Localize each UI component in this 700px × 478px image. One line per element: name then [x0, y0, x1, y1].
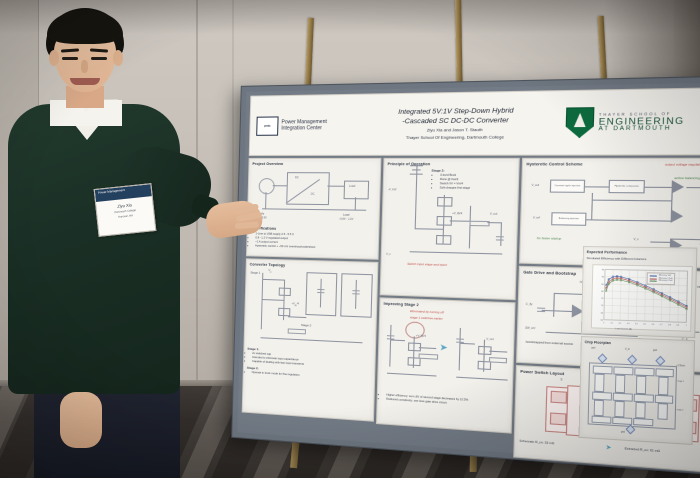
svg-text:0.5: 0.5 — [643, 324, 646, 326]
svg-text:0.9: 0.9 — [677, 325, 680, 327]
stage-heading: Stage 2: — [431, 168, 445, 173]
panel-expected-performance: Expected Performance Simulated Efficienc… — [580, 246, 698, 339]
pmic-logo: pmic Power Management Integration Center — [250, 115, 350, 136]
svg-text:0: 0 — [603, 322, 604, 324]
dim-width: ~1.5mm — [675, 364, 685, 368]
neck — [66, 86, 104, 108]
node-label: V_out — [486, 337, 494, 342]
operation-schematic: V_in -V_in/2 +V_fly/4 V_out V_x Switch i… — [381, 158, 517, 277]
svg-text:0.3: 0.3 — [627, 323, 630, 325]
dim-stage1: ~ stage 1 — [675, 380, 685, 383]
svg-text:75: 75 — [601, 298, 604, 300]
svg-text:0.8: 0.8 — [668, 324, 671, 326]
bullet-item: Soft-charges first stage — [440, 187, 518, 192]
pmic-logo-text: pmic — [264, 123, 271, 128]
control-block: Balancing injection — [551, 212, 587, 226]
stage2-label: Stage 2 — [300, 322, 312, 328]
column-label: S — [560, 378, 563, 382]
panel-title: Expected Performance — [586, 250, 628, 255]
panel-converter-topology: Converter Topology Vin +Vfly/4 Stage 2 — [241, 258, 379, 422]
svg-text:80: 80 — [601, 291, 604, 293]
floorplan-art: gnd V_in gnd — [580, 346, 694, 437]
signal-label: SW_ctrl — [524, 326, 536, 331]
block-bottom-label: DC — [310, 192, 315, 196]
pine-tree-shield-icon — [565, 107, 594, 138]
svg-text:95: 95 — [602, 269, 605, 271]
ear-left — [49, 50, 59, 66]
node-label: +V_fly/4 — [452, 212, 463, 216]
mouth — [70, 78, 100, 85]
pad-label: V_in — [624, 347, 630, 351]
node-label: +V_fly/4 — [415, 334, 426, 338]
note-red-line2: stage 1 switches earlier — [409, 315, 443, 321]
operation-note: Switch input stage and inject — [407, 261, 448, 268]
svg-text:85: 85 — [601, 284, 604, 286]
thayer-line2: ENGINEERING — [598, 114, 685, 127]
specifications-list: 1-Line to USB supply 2.5 - 5.5 V 0.8 - 1… — [255, 232, 378, 251]
svg-text:1: 1 — [686, 325, 687, 327]
hair-fringe — [47, 10, 123, 44]
pad-label: gnd — [591, 346, 596, 350]
control-note-blue: for faster startup — [536, 235, 562, 241]
improving-schematic: Eliminated by turning off stage 1 switch… — [378, 308, 514, 402]
signal-label: C_fly — [525, 302, 533, 307]
load-value: ~0.8V - 1.2V — [338, 217, 354, 221]
node-label: V_out — [489, 212, 498, 216]
block-top-label: DC — [294, 176, 299, 180]
stage1-label: Stage 1 — [250, 270, 261, 275]
note-red-line1: Eliminated by turning off — [410, 308, 444, 315]
svg-text:0.6: 0.6 — [652, 324, 655, 326]
node-label: V_x — [386, 252, 391, 257]
svg-text:65: 65 — [601, 312, 604, 314]
svg-text:0.2: 0.2 — [619, 323, 622, 325]
chart-xlabel: Load Current (A) — [615, 328, 632, 331]
panel-subtitle: Simulated Efficiency with Different Indu… — [586, 256, 647, 262]
efficiency-chart: 60 65 70 75 80 85 90 95 0 0.1 0.2 0.3 0.4 0.5 0.6 0.7 0.… — [590, 264, 693, 332]
wall-seam — [232, 0, 234, 392]
panel-improving-stage2: Improving Stage 2 Eliminated by turning … — [375, 297, 516, 434]
panel-title: Project Overview — [252, 161, 284, 167]
name-badge: Power Management Ziyu Xia Dartmouth Coll… — [93, 183, 157, 237]
node-label: -V_in/2 — [387, 188, 397, 192]
dim-stage2: ~ stage 2 — [674, 409, 684, 412]
poster-affiliation: Thayer School Of Engineering, Dartmouth … — [405, 133, 505, 140]
eye-right — [91, 57, 107, 60]
poster-right-column: Expected Performance Simulated Efficienc… — [578, 138, 700, 447]
svg-text:0.1: 0.1 — [611, 322, 614, 324]
svg-text:0.4: 0.4 — [635, 323, 638, 325]
panel-title: Principle of Operation — [387, 162, 431, 167]
thayer-line3: AT DARTMOUTH — [598, 125, 672, 133]
signal-label: V_ref — [532, 216, 540, 220]
chart-legend: Efficiency, 1uH Efficiency, 2.2uH Efficien… — [646, 272, 676, 286]
load-block-label: Load — [349, 184, 356, 188]
control-block: Constant ripple injection — [549, 179, 586, 193]
svg-text:70: 70 — [601, 305, 604, 307]
svg-text:60: 60 — [601, 320, 604, 322]
topology-schematic: Vin +Vfly/4 Stage 2 Stage 1 — [245, 268, 378, 351]
eye-left — [62, 57, 78, 60]
stage2-bullets: 3-level Buck Runs @ fsw/2 Switch I/V = V… — [440, 174, 519, 192]
arrow-icon: ➤ — [605, 444, 612, 452]
svg-text:90: 90 — [602, 277, 605, 279]
pad-label: gnd — [620, 430, 625, 434]
pmic-org-line2: Integration Center — [281, 125, 322, 132]
left-hand — [60, 392, 102, 448]
svg-text:0.7: 0.7 — [660, 324, 663, 326]
poster-title-line2: -Cascaded SC DC-DC Converter — [402, 116, 509, 126]
pad-label: gnd — [652, 348, 658, 353]
ear-right — [113, 50, 123, 66]
panel-principle-of-operation: Principle of Operation Stage 2: 3-level … — [379, 157, 520, 301]
panel-chip-floorplan: Chip Floorplan gnd V_in gnd — [578, 335, 696, 446]
poster-title-block: Integrated 5V:1V Step-Down Hybrid -Casca… — [349, 106, 566, 140]
panel-project-overview: Project Overview Load DC DC Supply ~2.5V… — [245, 157, 382, 260]
load-label: Load — [343, 213, 350, 217]
overview-diagram: Load DC DC — [248, 168, 380, 214]
thayer-logo: THAYER SCHOOL OF ENGINEERING AT DARTMOUT… — [565, 105, 700, 138]
signal-label: V_out — [531, 183, 540, 188]
pmic-logo-icon: pmic — [256, 115, 279, 136]
nose — [81, 60, 88, 73]
